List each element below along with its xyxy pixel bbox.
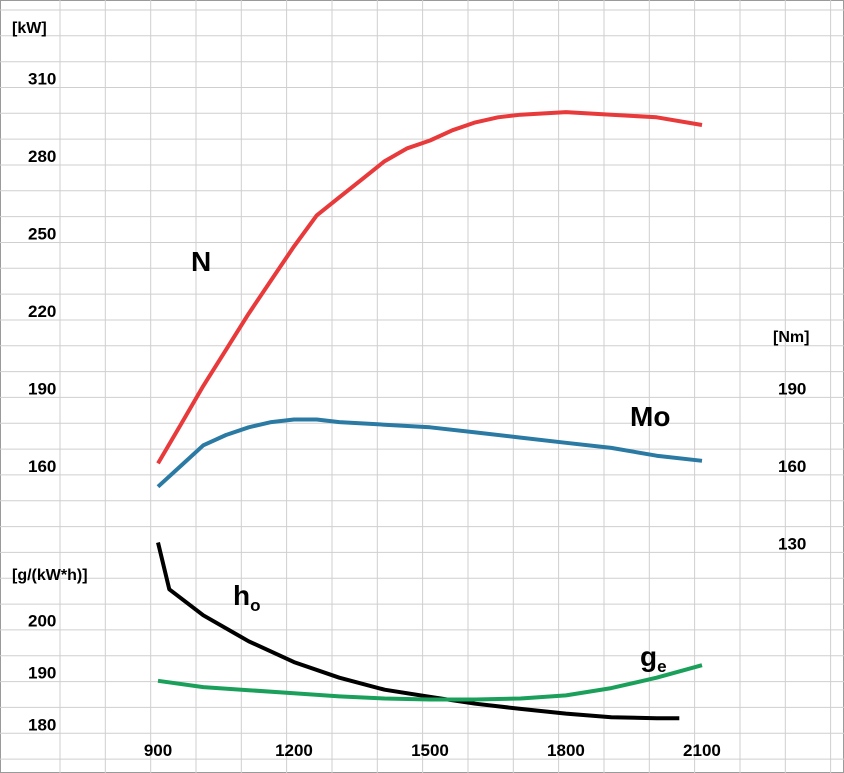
series-label-ho: ho — [233, 580, 261, 615]
y-tick-kw: 190 — [28, 380, 56, 399]
x-tick: 2100 — [683, 741, 721, 760]
y-tick-specific: 180 — [28, 716, 56, 735]
curves — [156, 110, 703, 721]
y-tick-kw: 310 — [28, 70, 56, 89]
x-tick: 1200 — [275, 741, 313, 760]
series-label-N: N — [191, 246, 211, 277]
y-tick-nm: 190 — [778, 380, 806, 399]
y-tick-specific: 190 — [28, 664, 56, 683]
series-line-ge — [157, 663, 703, 702]
series-line-Mo — [156, 417, 703, 489]
series-line-N — [156, 110, 703, 465]
series-line-ho — [156, 542, 680, 721]
y-tick-nm: 130 — [778, 535, 806, 554]
x-tick: 1500 — [411, 741, 449, 760]
series-label-ge: ge — [640, 641, 667, 676]
series-label-ge-sub: e — [657, 657, 666, 676]
series-label-ho-main: h — [233, 580, 250, 611]
x-tick: 1800 — [547, 741, 585, 760]
y-tick-specific: 200 — [28, 612, 56, 631]
y-tick-kw: 220 — [28, 302, 56, 321]
series-label-Mo: Mo — [630, 401, 670, 432]
series-label-ho-sub: o — [250, 596, 260, 615]
y-tick-nm: 160 — [778, 457, 806, 476]
y-tick-kw: 280 — [28, 147, 56, 166]
y-tick-kw: 250 — [28, 225, 56, 244]
unit-kw: [kW] — [12, 20, 47, 37]
y-tick-kw: 160 — [28, 457, 56, 476]
unit-specific-consumption: [g/(kW*h)] — [12, 567, 88, 584]
x-tick: 900 — [144, 741, 172, 760]
series-label-ge-main: g — [640, 641, 657, 672]
labels: 160 190 220 250 280 310 180 190 200 130 160 190 900 1… — [28, 70, 806, 761]
unit-nm: [Nm] — [773, 329, 809, 346]
